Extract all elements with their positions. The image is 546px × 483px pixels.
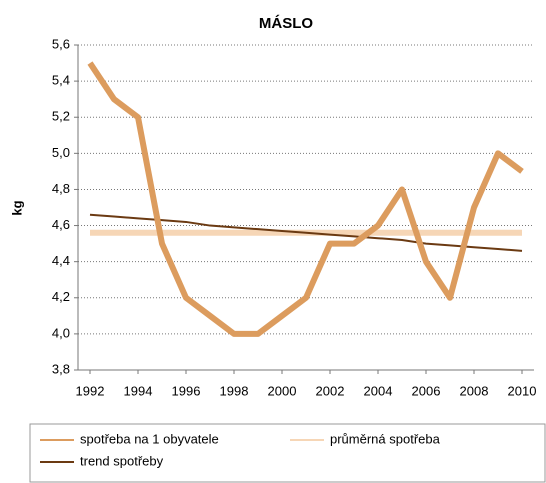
x-tick-label: 1998 [220,383,249,398]
legend-label: spotřeba na 1 obyvatele [80,431,219,446]
y-tick-label: 5,2 [52,109,70,124]
x-tick-label: 1994 [124,383,153,398]
y-tick-label: 5,4 [52,73,70,88]
x-tick-label: 2004 [364,383,393,398]
x-tick-label: 2006 [412,383,441,398]
y-tick-label: 5,6 [52,36,70,51]
y-tick-label: 4,2 [52,289,70,304]
x-tick-label: 1996 [172,383,201,398]
x-tick-label: 1992 [76,383,105,398]
line-series [87,61,524,337]
y-tick-label: 3,8 [52,361,70,376]
x-tick-label: 2010 [508,383,537,398]
y-tick-label: 5,0 [52,145,70,160]
x-tick-label: 2002 [316,383,345,398]
legend-label: průměrná spotřeba [330,431,441,446]
legend-box [29,423,546,483]
y-tick-label: 4,6 [52,217,70,232]
chart-title: MÁSLO [259,15,313,32]
legend-label: trend spotřeby [80,453,164,468]
y-axis-label: kg [9,200,24,215]
x-tick-label: 2008 [460,383,489,398]
y-tick-label: 4,4 [52,253,70,268]
line-series [89,213,523,252]
y-tick-label: 4,8 [52,181,70,196]
y-tick-label: 4,0 [52,325,70,340]
x-tick-label: 2000 [268,383,297,398]
